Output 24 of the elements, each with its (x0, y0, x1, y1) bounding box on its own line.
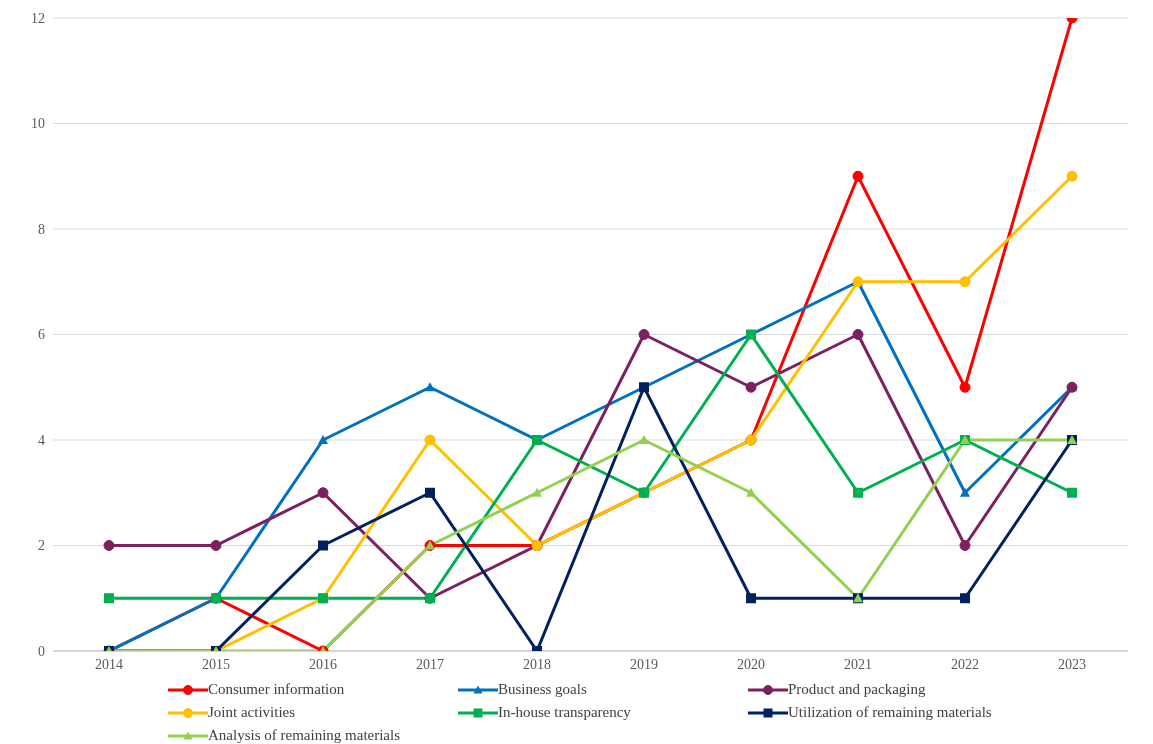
y-tick-label: 2 (38, 538, 45, 554)
y-tick-label: 10 (31, 116, 45, 132)
x-tick-label: 2016 (309, 656, 337, 672)
x-tick-label: 2023 (1058, 656, 1086, 672)
legend-label: Utilization of remaining materials (788, 704, 992, 721)
x-tick-label: 2015 (202, 656, 230, 672)
x-tick-label: 2017 (416, 656, 444, 672)
y-tick-label: 4 (38, 432, 45, 448)
legend-label: In-house transparency (498, 704, 631, 721)
x-tick-label: 2022 (951, 656, 979, 672)
legend-label: Joint activities (208, 704, 296, 721)
y-tick-label: 8 (38, 221, 45, 237)
legend-label: Analysis of remaining materials (208, 727, 401, 744)
legend-label: Business goals (498, 681, 587, 698)
y-tick-label: 12 (31, 10, 45, 26)
y-tick-label: 0 (38, 643, 45, 659)
x-tick-label: 2018 (523, 656, 551, 672)
legend-label: Product and packaging (788, 681, 926, 698)
legend-label: Consumer information (208, 681, 345, 698)
x-tick-label: 2021 (844, 656, 872, 672)
x-tick-label: 2019 (630, 656, 658, 672)
x-tick-label: 2020 (737, 656, 765, 672)
x-tick-label: 2014 (95, 656, 123, 672)
y-tick-label: 6 (38, 327, 45, 343)
